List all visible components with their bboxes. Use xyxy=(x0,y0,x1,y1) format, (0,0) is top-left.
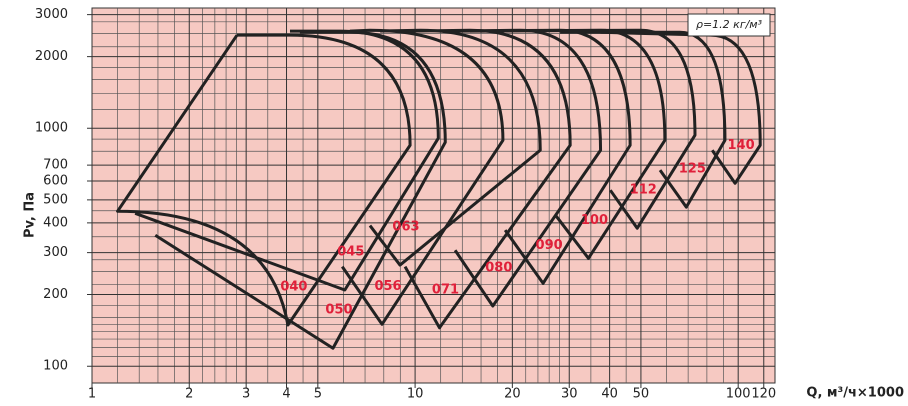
x-tick-label: 4 xyxy=(282,387,290,402)
fan-label: 063 xyxy=(392,220,419,235)
fan-label: 071 xyxy=(432,282,459,297)
annotation: ρ=1.2 кг/м³ xyxy=(696,18,763,31)
y-tick-label: 600 xyxy=(43,174,68,189)
x-tick-label: 20 xyxy=(504,387,521,402)
x-axis-label: Q, м³/ч×1000 xyxy=(806,386,904,401)
x-tick-label: 30 xyxy=(561,387,578,402)
y-axis-label: Pv, Па xyxy=(23,192,38,238)
fan-label: 125 xyxy=(679,162,706,177)
x-tick-label: 100 xyxy=(726,387,751,402)
y-tick-label: 2000 xyxy=(35,49,68,64)
annotation-frame xyxy=(687,13,771,37)
x-tick-label: 1 xyxy=(88,387,96,402)
plot-background xyxy=(91,7,776,384)
x-tick-label: 50 xyxy=(633,387,650,402)
fan-curve xyxy=(154,30,447,350)
fan-curve xyxy=(560,30,727,209)
y-tick-label: 300 xyxy=(43,245,68,260)
x-tick-label: 120 xyxy=(751,387,776,402)
x-tick-label: 10 xyxy=(407,387,424,402)
fan-label: 040 xyxy=(280,279,307,294)
y-tick-label: 100 xyxy=(43,359,68,374)
fan-curve xyxy=(116,33,412,327)
x-tick-label: 3 xyxy=(242,387,250,402)
fan-label: 090 xyxy=(536,238,563,253)
y-tick-label: 3000 xyxy=(35,7,68,22)
x-tick-label: 5 xyxy=(314,387,322,402)
y-tick-label: 700 xyxy=(43,158,68,173)
fan-label: 100 xyxy=(581,213,608,228)
fan-label: 056 xyxy=(374,279,401,294)
fan-label: 045 xyxy=(337,245,364,260)
x-tick-label: 2 xyxy=(185,387,193,402)
grid xyxy=(87,8,775,388)
fan-label: 112 xyxy=(630,183,657,198)
y-tick-label: 400 xyxy=(43,215,68,230)
fan-label: 080 xyxy=(485,261,512,276)
annotation-box: ρ=1.2 кг/м³ xyxy=(687,13,771,37)
fan-label: 140 xyxy=(727,138,754,153)
y-tick-label: 1000 xyxy=(35,121,68,136)
x-tick-label: 40 xyxy=(601,387,618,402)
y-tick-label: 200 xyxy=(43,287,68,302)
y-tick-label: 500 xyxy=(43,192,68,207)
fan-curves xyxy=(116,28,762,350)
fan-label: 050 xyxy=(325,303,352,318)
